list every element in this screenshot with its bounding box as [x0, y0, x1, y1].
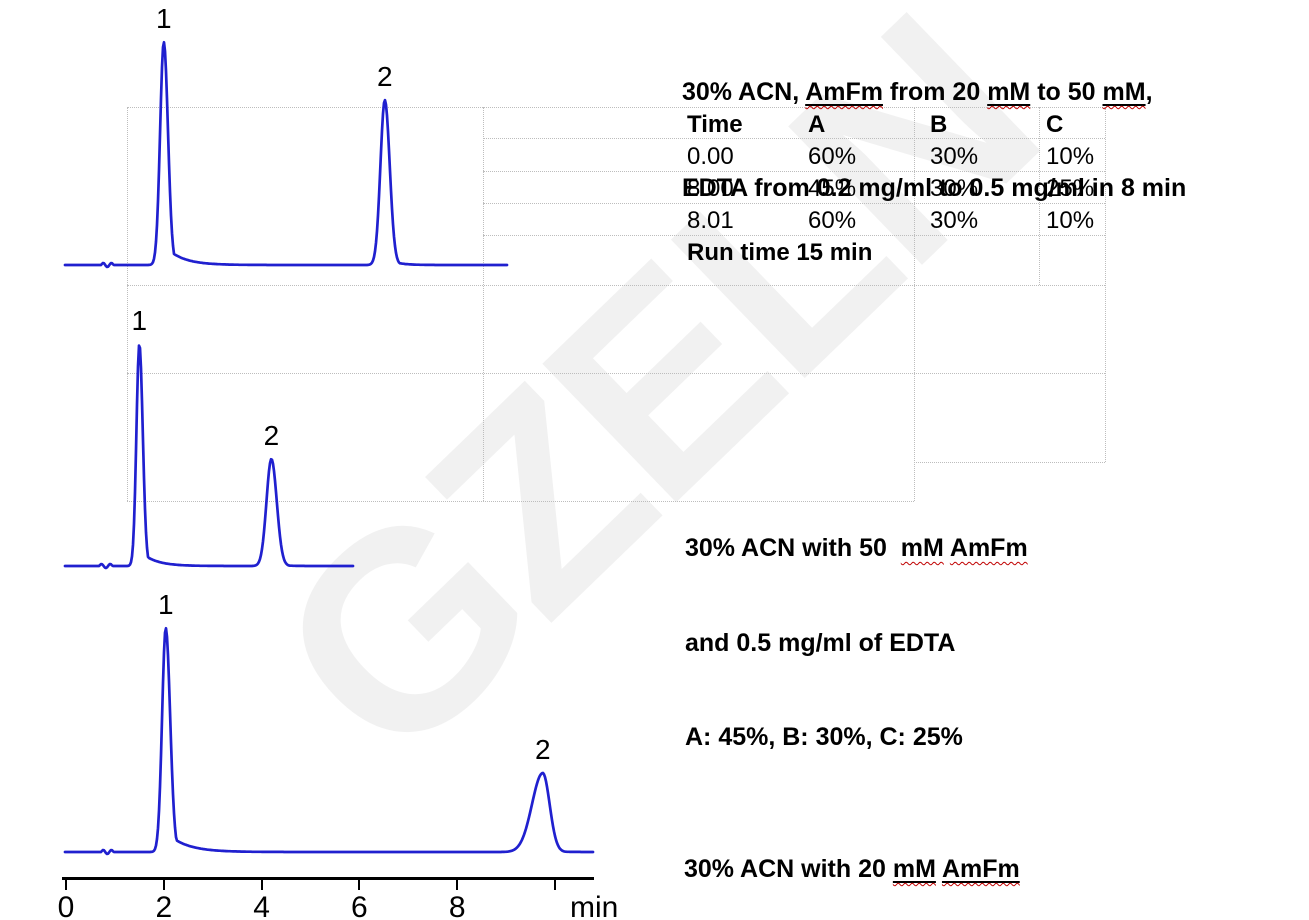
axis-tick — [260, 879, 263, 890]
misspelled-word: mM — [1103, 78, 1146, 106]
grid-line-horizontal — [127, 285, 1105, 286]
misspelled-word: mM — [900, 534, 944, 562]
gradient-conditions-text: 30% ACN, AmFm from 20 mM to 50 mM, EDTA … — [682, 12, 1186, 268]
misspelled-word: AmFm — [805, 78, 883, 106]
grid-line-vertical — [1105, 107, 1106, 462]
grid-line-horizontal — [127, 501, 914, 502]
axis-tick — [554, 879, 556, 890]
axis-tick-label: 2 — [155, 891, 173, 920]
text-segment: from 20 — [882, 78, 988, 106]
axis-baseline — [62, 877, 594, 880]
table-header-cell: B — [930, 111, 948, 138]
peak-label: 2 — [264, 420, 280, 451]
chromatogram-20mM-AmFm — [63, 626, 595, 856]
grid-line-horizontal — [483, 171, 1105, 172]
table-cell: 30% — [930, 175, 979, 202]
misspelled-word: AmFm — [949, 534, 1028, 562]
grid-line-horizontal — [127, 107, 1105, 108]
axis-tick — [65, 879, 67, 890]
misspelled-word: mM — [987, 78, 1031, 106]
table-cell: 10% — [1046, 143, 1095, 170]
table-cell: 8.01 — [687, 207, 734, 234]
misspelled-word: AmFm — [805, 78, 883, 106]
text-segment: to 50 — [1030, 78, 1103, 106]
grid-line-vertical — [1039, 107, 1040, 285]
grid-line-vertical — [914, 107, 915, 501]
grid-line-vertical — [127, 107, 128, 501]
isocratic-50mM-line3: A: 45%, B: 30%, C: 25% — [685, 723, 963, 751]
isocratic-20mM-conditions-text: 30% ACN with 20 mM AmFm and 0.2 mg/ml of… — [684, 791, 1020, 920]
misspelled-word: mM — [892, 855, 936, 883]
table-cell: 8.00 — [687, 175, 734, 202]
misspelled-word: AmFm — [941, 855, 1020, 883]
table-header-cell: A — [808, 111, 826, 138]
axis-tick — [358, 879, 361, 890]
axis-tick-label: 0 — [57, 891, 75, 920]
table-cell: 0.00 — [687, 143, 734, 170]
grid-line-horizontal — [483, 138, 1105, 139]
axis-tick — [456, 879, 459, 890]
peak-label: 1 — [132, 305, 148, 336]
isocratic-50mM-conditions-text: 30% ACN with 50 mM AmFm and 0.5 mg/ml of… — [685, 470, 1028, 817]
table-cell: 30% — [930, 207, 979, 234]
misspelled-word: mM — [987, 78, 1030, 106]
axis-tick-label: 6 — [351, 891, 368, 920]
text-segment: 30% ACN, — [682, 78, 806, 106]
chromatogram-gradient-run — [63, 40, 509, 269]
table-cell: 60% — [808, 207, 857, 234]
misspelled-word: AmFm — [950, 534, 1028, 562]
grid-line-horizontal — [483, 235, 1105, 236]
peak-label: 1 — [158, 589, 174, 620]
misspelled-word: AmFm — [942, 855, 1020, 883]
isocratic-50mM-line1: 30% ACN with 50 mM AmFm — [685, 533, 1028, 565]
table-cell: 45% — [808, 175, 857, 202]
peak-label: 1 — [156, 3, 172, 34]
axis-unit-label: min — [570, 891, 619, 920]
table-header-cell: C — [1046, 111, 1064, 138]
peak-label: 2 — [377, 61, 393, 92]
table-header-cell: Time — [687, 111, 743, 138]
misspelled-word: mM — [893, 855, 936, 883]
grid-line-vertical — [483, 107, 484, 501]
grid-line-horizontal — [483, 203, 1105, 204]
misspelled-word: mM — [901, 534, 944, 562]
misspelled-word: mM — [1102, 78, 1146, 106]
isocratic-50mM-line2: and 0.5 mg/ml of EDTA — [685, 628, 956, 657]
table-cell: 60% — [808, 143, 857, 170]
axis-tick-label: 4 — [253, 891, 270, 920]
table-cell: 10% — [1046, 207, 1095, 234]
text-segment: 30% ACN with 50 — [685, 534, 901, 562]
isocratic-20mM-line1: 30% ACN with 20 mM AmFm — [684, 854, 1020, 886]
table-cell: 25% — [1046, 175, 1095, 202]
gradient-conditions-line2: EDTA from 0.2 mg/ml to 0.5 mg/ml in 8 mi… — [682, 174, 1187, 202]
table-cell: 30% — [930, 143, 979, 170]
axis-tick — [162, 879, 165, 890]
chromatogram-50mM-AmFm — [63, 344, 355, 570]
gradient-conditions-line1: 30% ACN, AmFm from 20 mM to 50 mM, — [682, 76, 1186, 108]
text-segment: , — [1145, 78, 1153, 106]
axis-tick-label: 8 — [448, 891, 466, 920]
run-time-note: Run time 15 min — [687, 239, 873, 266]
grid-line-horizontal — [914, 462, 1105, 463]
text-segment: 30% ACN with 20 — [684, 855, 893, 883]
peak-label: 2 — [535, 734, 551, 765]
grid-line-horizontal — [127, 373, 1105, 374]
